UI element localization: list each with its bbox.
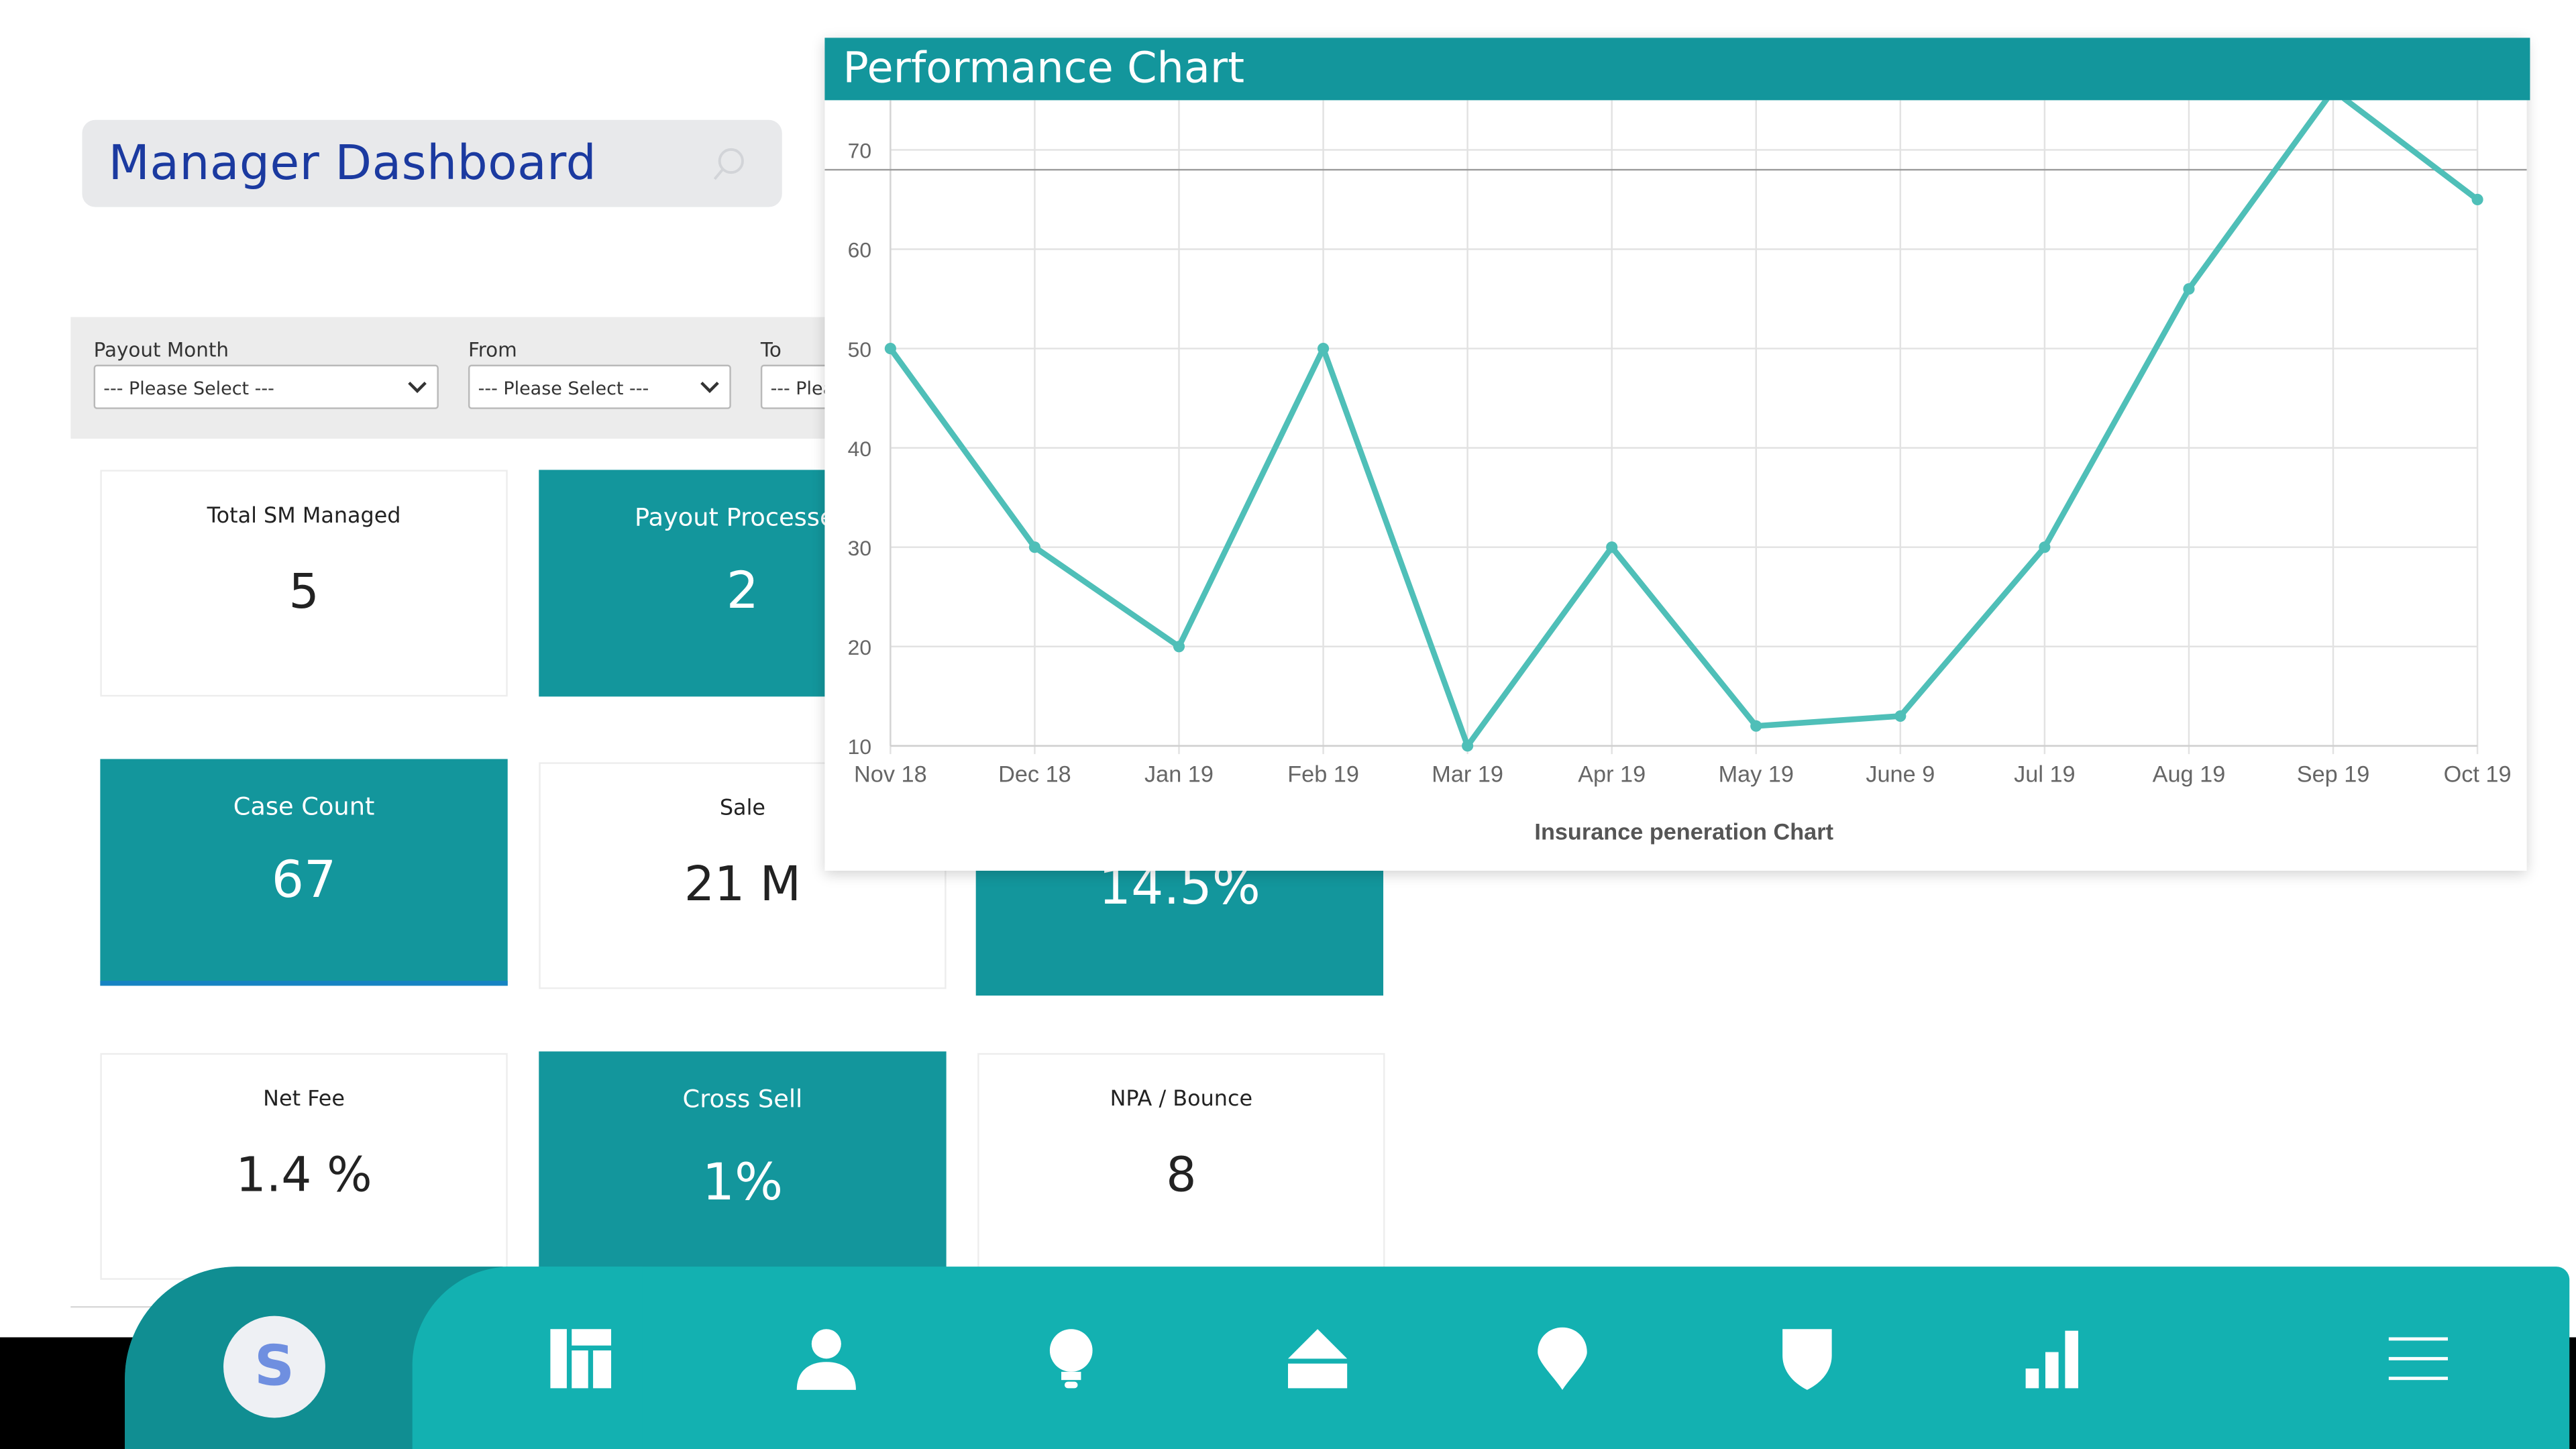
x-tick-label: Aug 19 xyxy=(2153,762,2226,788)
card-label: NPA / Bounce xyxy=(1110,1087,1253,1112)
card-value: 8 xyxy=(1166,1146,1197,1203)
cross-sell-card[interactable]: Cross Sell 1% xyxy=(539,1051,947,1279)
payout-month-filter: Payout Month --- Please Select --- xyxy=(93,338,439,409)
x-tick-label: June 9 xyxy=(1866,762,1935,788)
card-value: 1% xyxy=(702,1153,784,1213)
data-point xyxy=(1750,720,1762,732)
dashboard-title-bar: Manager Dashboard xyxy=(82,119,782,207)
bar-chart-icon[interactable] xyxy=(2019,1326,2085,1391)
net-fee-card[interactable]: Net Fee 1.4 % xyxy=(100,1053,508,1280)
x-tick-label: Mar 19 xyxy=(1432,762,1503,788)
card-value: 21 M xyxy=(684,855,802,912)
total-sm-managed-card[interactable]: Total SM Managed 5 xyxy=(100,470,508,697)
y-tick-label: 70 xyxy=(848,139,871,163)
x-tick-label: Jul 19 xyxy=(2014,762,2075,788)
y-tick-label: 10 xyxy=(848,735,871,759)
chart-header: Performance Chart xyxy=(824,38,2530,101)
home-icon[interactable] xyxy=(1285,1326,1350,1391)
filter-bar: Payout Month --- Please Select --- From … xyxy=(70,317,1008,439)
y-tick-label: 40 xyxy=(848,437,871,461)
y-tick-label: 30 xyxy=(848,536,871,560)
x-tick-label: Sep 19 xyxy=(2297,762,2370,788)
x-tick-label: Dec 18 xyxy=(998,762,1071,788)
card-label: Cross Sell xyxy=(682,1084,803,1114)
location-icon[interactable] xyxy=(1529,1326,1595,1391)
payout-month-value: --- Please Select --- xyxy=(103,378,274,400)
chart-panel-title: Performance Chart xyxy=(843,44,1245,94)
x-tick-label: Oct 19 xyxy=(2444,762,2512,788)
data-point xyxy=(2183,283,2195,295)
performance-chart-panel: Performance Chart 10 20 30 40 50 60 70 Nov 18 De… xyxy=(824,38,2530,871)
card-label: Case Count xyxy=(233,792,375,822)
data-point xyxy=(1173,641,1185,653)
shield-icon[interactable] xyxy=(1774,1326,1840,1391)
card-value: 5 xyxy=(288,564,319,620)
from-select[interactable]: --- Please Select --- xyxy=(468,364,731,409)
page-title: Manager Dashboard xyxy=(108,134,597,191)
bottom-nav-bar: S xyxy=(125,1267,2570,1449)
from-value: --- Please Select --- xyxy=(478,378,649,400)
to-label: To xyxy=(760,338,782,362)
x-axis-label: Insurance peneration Chart xyxy=(1534,819,1833,845)
payout-month-label: Payout Month xyxy=(93,338,229,362)
chevron-down-icon xyxy=(408,382,427,393)
card-label: Total SM Managed xyxy=(207,504,401,529)
data-point xyxy=(884,342,896,355)
idea-icon[interactable] xyxy=(1038,1326,1104,1391)
card-value: 1.4 % xyxy=(235,1146,372,1203)
x-tick-label: May 19 xyxy=(1719,762,1794,788)
x-tick-label: Jan 19 xyxy=(1144,762,1214,788)
data-point xyxy=(1462,740,1474,752)
x-tick-label: Nov 18 xyxy=(854,762,927,788)
from-label: From xyxy=(468,338,517,362)
case-count-card[interactable]: Case Count 67 xyxy=(100,759,508,986)
data-point xyxy=(1028,541,1040,553)
from-filter: From --- Please Select --- xyxy=(468,338,731,409)
card-label: Payout Processed xyxy=(635,502,851,533)
y-tick-label: 50 xyxy=(848,337,871,362)
card-value: 2 xyxy=(726,561,759,621)
card-label: Net Fee xyxy=(263,1087,345,1112)
data-point xyxy=(2471,193,2483,206)
y-tick-label: 20 xyxy=(848,635,871,659)
performance-line-chart: 10 20 30 40 50 60 70 Nov 18 Dec 18 Jan 19 Feb 19 Ma… xyxy=(824,100,2527,845)
y-tick-label: 60 xyxy=(848,238,871,262)
card-label: Sale xyxy=(719,796,766,822)
data-point xyxy=(1606,541,1618,553)
npa-bounce-card[interactable]: NPA / Bounce 8 xyxy=(977,1053,1385,1280)
user-icon[interactable] xyxy=(794,1326,859,1391)
data-point xyxy=(2039,541,2051,553)
payout-month-select[interactable]: --- Please Select --- xyxy=(93,364,439,409)
card-value: 67 xyxy=(271,851,337,910)
dashboard-icon[interactable] xyxy=(549,1326,614,1391)
data-point xyxy=(1317,342,1330,355)
x-tick-label: Feb 19 xyxy=(1287,762,1359,788)
search-icon[interactable] xyxy=(710,145,749,184)
chevron-down-icon xyxy=(700,382,719,393)
series-line xyxy=(888,100,2479,749)
x-tick-label: Apr 19 xyxy=(1578,762,1646,788)
avatar[interactable]: S xyxy=(223,1316,325,1418)
data-point xyxy=(1894,710,1907,722)
menu-icon[interactable] xyxy=(2385,1326,2451,1391)
